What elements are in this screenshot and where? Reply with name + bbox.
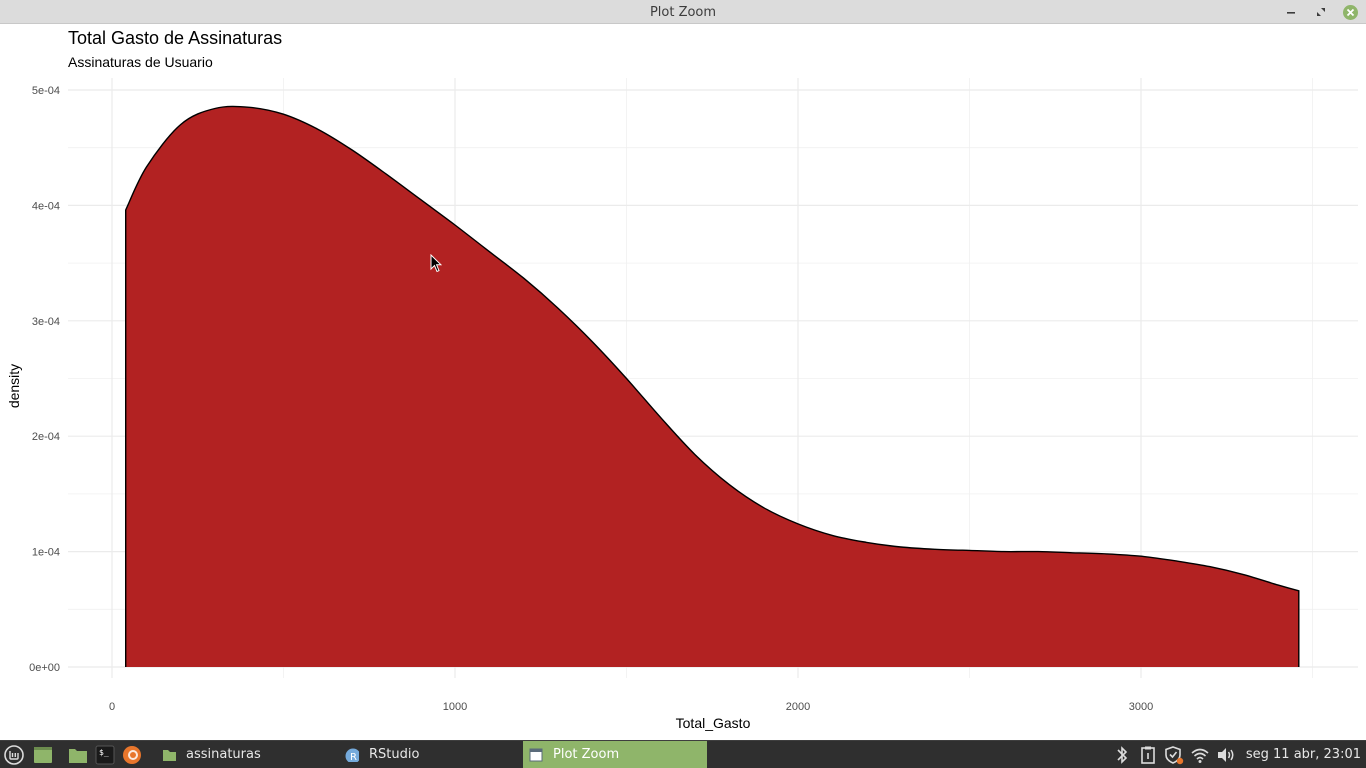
svg-text:$_: $_ <box>99 748 109 757</box>
task-rstudio[interactable]: R RStudio <box>343 741 521 768</box>
minimize-icon <box>1287 12 1295 14</box>
x-tick-label: 2000 <box>786 701 810 713</box>
firefox-icon <box>123 746 141 764</box>
volume-icon <box>1217 747 1234 762</box>
firefox-launcher[interactable] <box>122 745 142 765</box>
x-axis-title: Total_Gasto <box>676 715 751 731</box>
minimize-button[interactable] <box>1284 5 1298 19</box>
update-manager-tray-button[interactable] <box>1164 745 1184 765</box>
y-tick-label: 2e-04 <box>32 431 60 443</box>
y-axis-title: density <box>6 364 22 408</box>
network-tray-button[interactable] <box>1190 745 1210 765</box>
wifi-icon <box>1191 748 1209 763</box>
density-chart: 0e+00 1e-04 2e-04 3e-04 4e-04 5e-04 0 1000 2000… <box>6 28 1358 731</box>
chart-title: Total Gasto de Assinaturas <box>68 28 282 48</box>
task-label: RStudio <box>369 747 420 762</box>
chart-subtitle: Assinaturas de Usuario <box>68 54 213 70</box>
maximize-button[interactable] <box>1314 5 1328 19</box>
y-tick-label: 0e+00 <box>29 662 60 674</box>
x-axis-ticks: 0 1000 2000 3000 <box>109 701 1153 713</box>
clock[interactable]: seg 11 abr, 23:01 <box>1245 747 1361 762</box>
density-area <box>125 106 1299 667</box>
bluetooth-icon <box>1117 745 1128 764</box>
x-tick-label: 0 <box>109 701 115 713</box>
files-launcher[interactable] <box>68 745 88 765</box>
shield-icon <box>1165 745 1184 764</box>
task-label: Plot Zoom <box>553 747 620 762</box>
clipboard-tray-button[interactable] <box>1138 745 1158 765</box>
task-assinaturas[interactable]: assinaturas <box>160 741 338 768</box>
desktop-icon <box>34 747 52 763</box>
plot-area: 0e+00 1e-04 2e-04 3e-04 4e-04 5e-04 0 1000 2000… <box>0 24 1366 740</box>
bluetooth-tray-button[interactable] <box>1112 745 1132 765</box>
y-tick-label: 4e-04 <box>32 200 60 212</box>
terminal-icon: $_ <box>95 745 115 765</box>
mint-logo-icon <box>4 745 24 765</box>
terminal-launcher[interactable]: $_ <box>95 745 115 765</box>
mint-menu-button[interactable] <box>4 745 24 765</box>
restore-icon <box>1317 8 1325 16</box>
y-axis-ticks: 0e+00 1e-04 2e-04 3e-04 4e-04 5e-04 <box>29 85 60 674</box>
window-icon <box>529 748 543 761</box>
task-label: assinaturas <box>186 747 261 762</box>
system-tray: seg 11 abr, 23:01 <box>1112 741 1366 768</box>
y-tick-label: 3e-04 <box>32 316 60 328</box>
close-button[interactable] <box>1343 5 1358 20</box>
close-icon <box>1346 8 1355 17</box>
y-tick-label: 1e-04 <box>32 547 60 559</box>
svg-text:R: R <box>350 752 357 762</box>
volume-tray-button[interactable] <box>1216 745 1236 765</box>
taskbar: $_ assinaturas R RStudio Plot Zoom seg 1… <box>0 740 1366 768</box>
rstudio-icon: R <box>345 748 359 762</box>
folder-icon <box>69 749 87 763</box>
clipboard-icon <box>1141 746 1155 764</box>
x-tick-label: 1000 <box>443 701 467 713</box>
y-tick-label: 5e-04 <box>32 85 60 97</box>
show-desktop-button[interactable] <box>33 745 53 765</box>
task-plot-zoom[interactable]: Plot Zoom <box>523 741 707 768</box>
window-title: Plot Zoom <box>649 5 717 20</box>
density-line <box>125 105 1300 667</box>
x-tick-label: 3000 <box>1129 701 1153 713</box>
window-titlebar[interactable]: Plot Zoom <box>0 0 1366 24</box>
folder-icon <box>163 749 176 761</box>
